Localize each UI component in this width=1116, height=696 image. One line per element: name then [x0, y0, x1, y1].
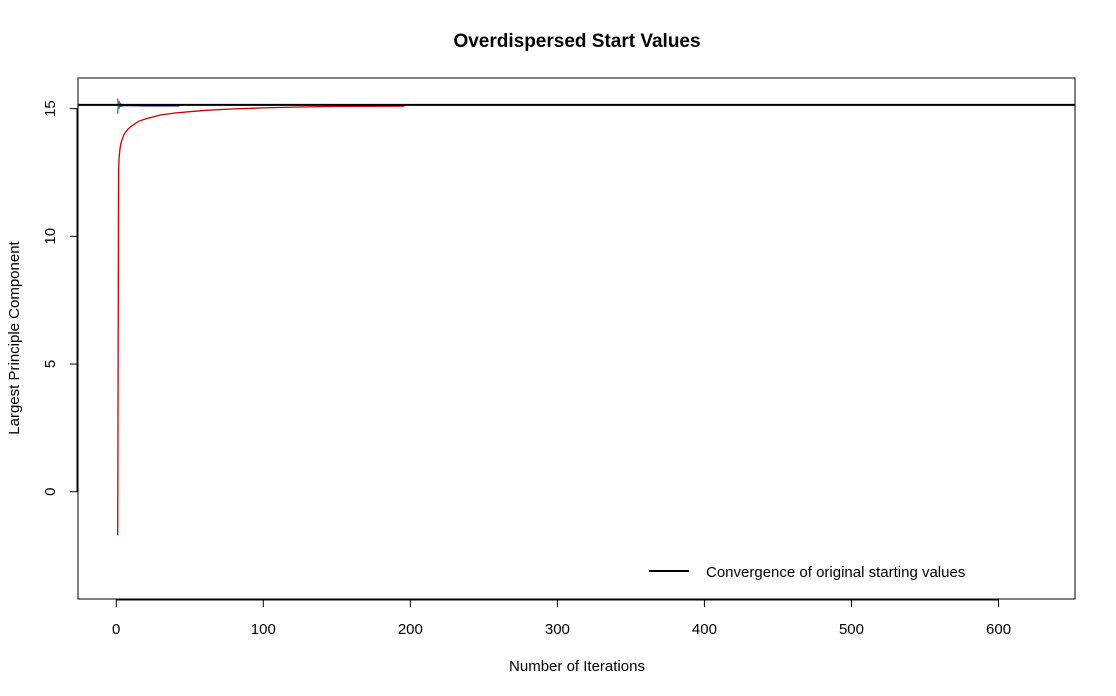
x-tick-label: 500 — [839, 621, 864, 638]
x-tick-label: 0 — [112, 621, 120, 638]
x-tick-label: 300 — [545, 621, 570, 638]
x-axis-label: Number of Iterations — [509, 658, 645, 675]
series-layer — [117, 98, 405, 536]
x-tick-label: 200 — [398, 621, 423, 638]
x-axis: 0 100 200 300 400 500 600 — [112, 599, 1011, 638]
legend-label: Convergence of original starting values — [706, 564, 965, 581]
y-tick-label: 5 — [42, 360, 59, 368]
legend: Convergence of original starting values — [649, 564, 965, 581]
y-tick-label: 15 — [42, 100, 59, 117]
plot-frame — [77, 77, 1076, 600]
x-tick-label: 100 — [251, 621, 276, 638]
series-line-0 — [117, 105, 405, 536]
x-tick-label: 600 — [986, 621, 1011, 638]
y-tick-label: 0 — [42, 488, 59, 496]
y-axis: 0 5 10 15 — [42, 100, 78, 496]
y-axis-label: Largest Principle Component — [6, 240, 23, 434]
y-tick-label: 10 — [42, 228, 59, 245]
x-tick-label: 400 — [692, 621, 717, 638]
chart-title: Overdispersed Start Values — [453, 31, 700, 52]
